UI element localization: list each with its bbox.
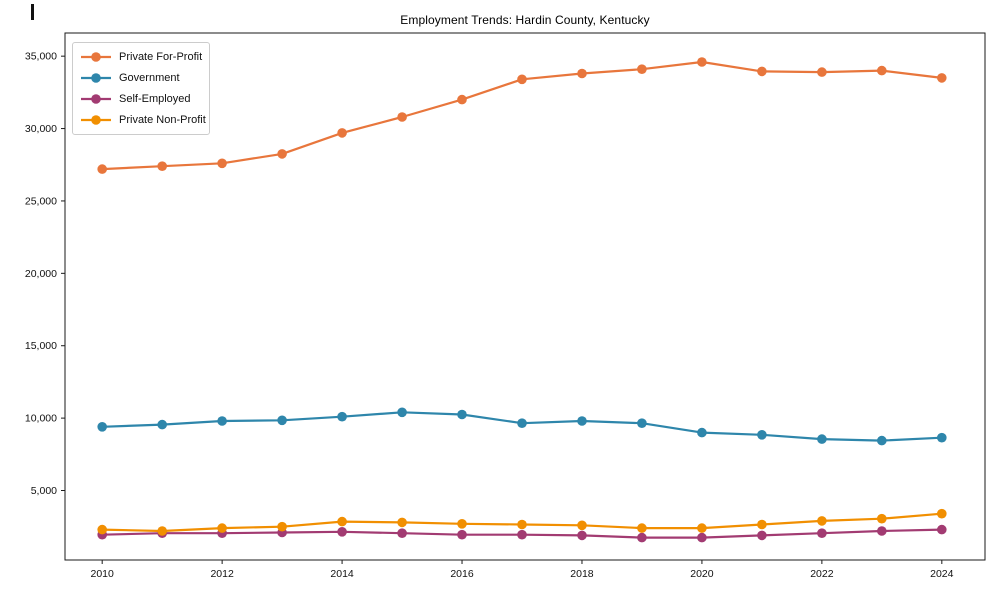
data-point-marker: [337, 411, 347, 422]
data-point-marker: [577, 68, 587, 79]
series-government: [97, 407, 947, 446]
data-point-marker: [577, 520, 587, 531]
data-series: [97, 57, 947, 543]
data-point-marker: [217, 523, 227, 533]
data-point-marker: [97, 524, 107, 535]
data-point-marker: [697, 57, 707, 67]
y-tick-label: 15,000: [25, 340, 57, 352]
y-tick-label: 10,000: [25, 413, 57, 425]
legend-marker-icon: [81, 94, 111, 104]
cursor-artifact: [31, 4, 34, 20]
data-point-marker: [277, 521, 287, 532]
data-point-marker: [877, 526, 887, 536]
y-tick-label: 25,000: [25, 195, 57, 207]
legend-item: Self-Employed: [80, 90, 201, 108]
y-tick-label: 35,000: [25, 51, 57, 63]
data-point-marker: [757, 430, 767, 440]
x-tick-label: 2024: [930, 568, 954, 580]
data-point-marker: [397, 407, 407, 418]
x-tick-label: 2016: [450, 568, 474, 580]
data-point-marker: [517, 74, 527, 85]
chart-title: Employment Trends: Hardin County, Kentuc…: [400, 13, 650, 27]
data-point-marker: [937, 508, 947, 519]
data-point-marker: [157, 526, 167, 536]
data-point-marker: [457, 94, 467, 105]
x-tick-label: 2010: [91, 568, 115, 580]
y-tick-label: 20,000: [25, 268, 57, 280]
legend-item: Government: [80, 69, 201, 87]
axes-frame: [64, 32, 986, 561]
data-point-marker: [757, 66, 767, 77]
series-private-for-profit: [97, 57, 947, 174]
series-private-non-profit: [97, 508, 947, 536]
data-point-marker: [457, 409, 467, 420]
data-point-marker: [157, 161, 167, 171]
data-point-marker: [517, 418, 527, 429]
data-point-marker: [397, 528, 407, 538]
data-point-marker: [937, 524, 947, 535]
x-tick-label: 2012: [210, 568, 234, 580]
data-point-marker: [757, 519, 767, 530]
data-point-marker: [97, 164, 107, 174]
data-point-marker: [937, 432, 947, 443]
data-point-marker: [877, 513, 887, 524]
data-point-marker: [877, 435, 887, 446]
plot-frame: [64, 32, 986, 561]
data-point-marker: [337, 128, 347, 138]
x-axis-ticks: 2010 2012 2014 2016 2018 2020 2022 2024: [91, 560, 954, 580]
data-point-marker: [577, 416, 587, 426]
y-tick-label: 30,000: [25, 123, 57, 135]
legend-marker-icon: [81, 115, 111, 125]
data-point-marker: [817, 516, 827, 526]
legend-label: Government: [119, 72, 180, 84]
data-point-marker: [397, 112, 407, 122]
data-point-marker: [517, 519, 527, 530]
legend-label: Private Non-Profit: [119, 114, 206, 126]
x-tick-label: 2014: [330, 568, 354, 580]
data-point-marker: [517, 529, 527, 540]
x-tick-label: 2020: [690, 568, 714, 580]
data-point-marker: [217, 416, 227, 426]
data-point-marker: [877, 65, 887, 76]
legend: Private For-Profit Government Self-Employe…: [72, 42, 210, 135]
data-point-marker: [397, 517, 407, 528]
data-point-marker: [637, 418, 647, 429]
y-tick-label: 5,000: [31, 485, 57, 497]
data-point-marker: [457, 519, 467, 529]
legend-item: Private Non-Profit: [80, 111, 206, 129]
data-point-marker: [337, 516, 347, 527]
data-point-marker: [97, 422, 107, 432]
legend-item: Private For-Profit: [80, 48, 203, 66]
data-point-marker: [277, 415, 287, 426]
data-point-marker: [817, 67, 827, 77]
y-axis-ticks: 5,000 10,000 15,000 20,000 25,000 30,000 35,00…: [25, 51, 65, 497]
data-point-marker: [217, 158, 227, 169]
legend-label: Private For-Profit: [119, 51, 203, 63]
data-point-marker: [277, 149, 287, 159]
x-tick-label: 2018: [570, 568, 594, 580]
data-point-marker: [697, 523, 707, 533]
data-point-marker: [637, 64, 647, 74]
legend-marker-icon: [81, 73, 111, 83]
data-point-marker: [817, 528, 827, 538]
data-point-marker: [937, 73, 947, 83]
data-point-marker: [637, 523, 647, 533]
data-point-marker: [757, 530, 767, 541]
data-point-marker: [457, 529, 467, 540]
data-point-marker: [817, 434, 827, 444]
data-point-marker: [157, 419, 167, 430]
data-point-marker: [697, 532, 707, 543]
legend-marker-icon: [81, 52, 111, 62]
data-point-marker: [697, 427, 707, 438]
legend-label: Self-Employed: [119, 93, 191, 105]
x-tick-label: 2022: [810, 568, 834, 580]
data-point-marker: [337, 527, 347, 537]
data-point-marker: [577, 530, 587, 541]
data-point-marker: [637, 532, 647, 543]
